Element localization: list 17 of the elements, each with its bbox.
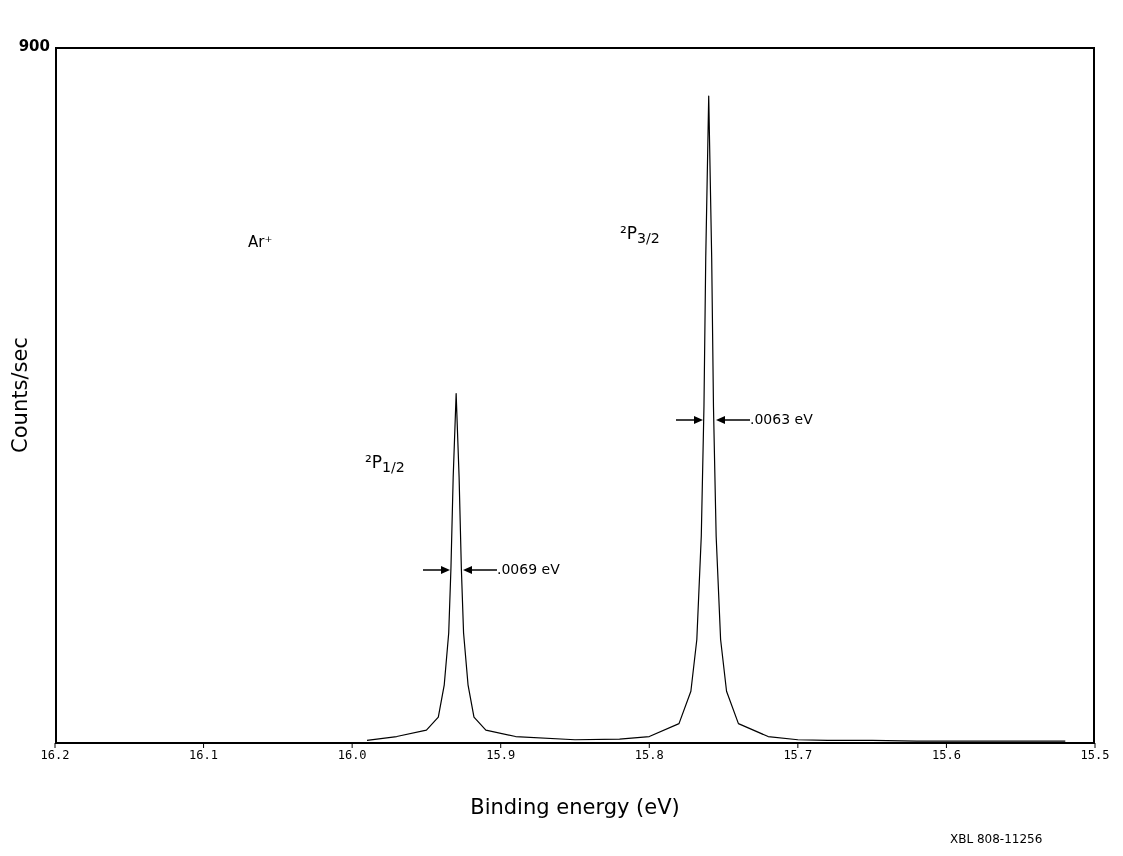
x-tick-label: 16.1 bbox=[189, 747, 219, 762]
x-tick-label: 15.8 bbox=[634, 747, 664, 762]
x-axis-title: Binding energy (eV) bbox=[469, 795, 681, 819]
annotation: ²P$_{1/2}$ bbox=[365, 452, 405, 476]
x-tick-label: 15.9 bbox=[486, 747, 516, 762]
x-tick-label: 15.6 bbox=[931, 747, 961, 762]
text: XBL 808-11256 bbox=[950, 832, 1043, 846]
x-tick-label: 16.0 bbox=[337, 747, 367, 762]
x-tick-label: 15.5 bbox=[1080, 747, 1110, 762]
text: 900 bbox=[17, 37, 50, 55]
annotation: .0063 eV bbox=[750, 411, 813, 427]
annotation: Ar⁺ bbox=[248, 233, 273, 251]
x-tick-label: 16.2 bbox=[40, 747, 70, 762]
annotation: ²P$_{3/2}$ bbox=[620, 223, 660, 247]
annotation: .0069 eV bbox=[497, 561, 560, 577]
x-tick-label: 15.7 bbox=[783, 747, 813, 762]
y-axis-title: Counts/sec bbox=[8, 336, 32, 455]
